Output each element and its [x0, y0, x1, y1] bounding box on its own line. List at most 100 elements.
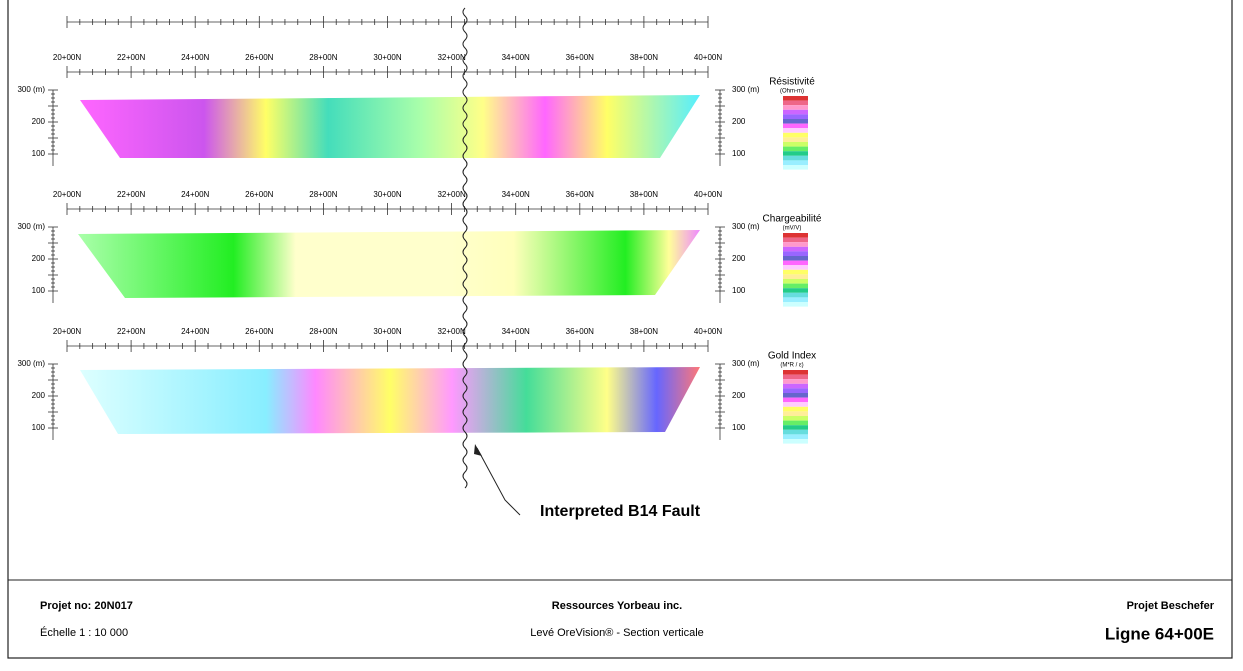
legend-swatch [783, 397, 808, 403]
legend-unit: (M*R / ε) [780, 363, 803, 369]
y-label: 100 [32, 286, 46, 295]
x-label: 26+00N [245, 190, 273, 199]
legend-title: Gold Index [768, 351, 816, 362]
x-label: 40+00N [694, 53, 722, 62]
legend-unit: (Ohm-m) [780, 89, 804, 95]
panel: 20+00N 22+00N 24+00N 26+00N 28+00N 30+00N 32+0… [17, 327, 816, 444]
legend-swatch [783, 388, 808, 393]
legend-swatch [783, 155, 808, 161]
x-label: 28+00N [309, 327, 337, 336]
x-label: 32+00N [437, 190, 465, 199]
panel: 20+00N 22+00N 24+00N 26+00N 28+00N 30+00N 32+0… [17, 53, 815, 170]
legend-swatch [783, 429, 808, 435]
top-ruler [66, 16, 709, 28]
y-label: 300 (m) [732, 222, 760, 231]
x-label: 36+00N [566, 327, 594, 336]
legend-swatch [783, 233, 808, 238]
legend-swatch [783, 383, 808, 389]
legend-swatch [783, 416, 808, 421]
legend-swatch [783, 100, 808, 106]
project-no: Projet no: 20N017 [40, 600, 133, 612]
x-label: 38+00N [630, 190, 658, 199]
legend-unit: (mV/V) [783, 226, 802, 232]
legend-swatch [783, 151, 808, 156]
legend-swatch [783, 379, 808, 384]
legend-swatch [783, 119, 808, 124]
x-label: 22+00N [117, 327, 145, 336]
x-label: 34+00N [502, 190, 530, 199]
y-label: 200 [32, 254, 46, 263]
legend-swatch [783, 109, 808, 115]
x-label: 36+00N [566, 53, 594, 62]
x-label: 22+00N [117, 190, 145, 199]
legend-title: Résistivité [769, 77, 815, 88]
legend-swatch [783, 406, 808, 412]
legend-title: Chargeabilité [763, 214, 822, 225]
legend-swatch [783, 274, 808, 279]
legend-swatch [783, 288, 808, 293]
y-label: 300 (m) [732, 85, 760, 94]
legend-swatch [783, 251, 808, 256]
x-label: 40+00N [694, 190, 722, 199]
y-label: 200 [732, 391, 746, 400]
legend-swatch [783, 265, 808, 270]
x-label: 24+00N [181, 53, 209, 62]
x-label: 32+00N [437, 53, 465, 62]
fault-line [462, 7, 468, 489]
y-label: 100 [32, 423, 46, 432]
x-label: 30+00N [373, 53, 401, 62]
y-label: 300 (m) [17, 85, 45, 94]
scale: Échelle 1 : 10 000 [40, 626, 128, 639]
legend-swatch [783, 425, 808, 430]
legend-swatch [783, 137, 808, 142]
legend-swatch [783, 283, 808, 289]
legend-swatch [783, 142, 808, 147]
x-label: 22+00N [117, 53, 145, 62]
legend-swatch [783, 393, 808, 398]
y-label: 300 (m) [17, 222, 45, 231]
annotation-arrow [474, 444, 482, 456]
legend-swatch [783, 132, 808, 138]
y-label: 200 [32, 391, 46, 400]
legend-swatch [783, 242, 808, 247]
x-label: 28+00N [309, 190, 337, 199]
legend-swatch [783, 279, 808, 284]
x-label: 38+00N [630, 327, 658, 336]
x-label: 32+00N [437, 327, 465, 336]
panels: 20+00N 22+00N 24+00N 26+00N 28+00N 30+00N 32+0… [17, 53, 822, 444]
x-label: 26+00N [245, 327, 273, 336]
legend-swatch [783, 411, 808, 416]
y-label: 200 [732, 117, 746, 126]
x-label: 24+00N [181, 327, 209, 336]
section [80, 367, 700, 434]
y-label: 100 [32, 149, 46, 158]
legend-swatch [783, 302, 808, 307]
legend-swatch [783, 402, 808, 407]
legend-swatch [783, 297, 808, 302]
y-label: 200 [32, 117, 46, 126]
x-label: 20+00N [53, 53, 81, 62]
project: Projet Beschefer [1127, 600, 1215, 612]
legend-swatch [783, 420, 808, 426]
legend-swatch [783, 370, 808, 375]
survey: Levé OreVision® - Section verticale [530, 627, 704, 639]
legend-swatch [783, 96, 808, 101]
x-label: 26+00N [245, 53, 273, 62]
legend-swatch [783, 160, 808, 165]
y-label: 300 (m) [17, 359, 45, 368]
y-label: 100 [732, 423, 746, 432]
x-label: 34+00N [502, 53, 530, 62]
x-label: 24+00N [181, 190, 209, 199]
x-label: 30+00N [373, 327, 401, 336]
annotation: Interpreted B14 Fault [540, 503, 701, 520]
legend-swatch [783, 374, 808, 380]
line-name: Ligne 64+00E [1105, 624, 1214, 643]
y-label: 100 [732, 149, 746, 158]
x-label: 40+00N [694, 327, 722, 336]
x-label: 36+00N [566, 190, 594, 199]
legend-swatch [783, 237, 808, 243]
y-label: 200 [732, 254, 746, 263]
section [80, 95, 700, 158]
legend-swatch [783, 256, 808, 261]
